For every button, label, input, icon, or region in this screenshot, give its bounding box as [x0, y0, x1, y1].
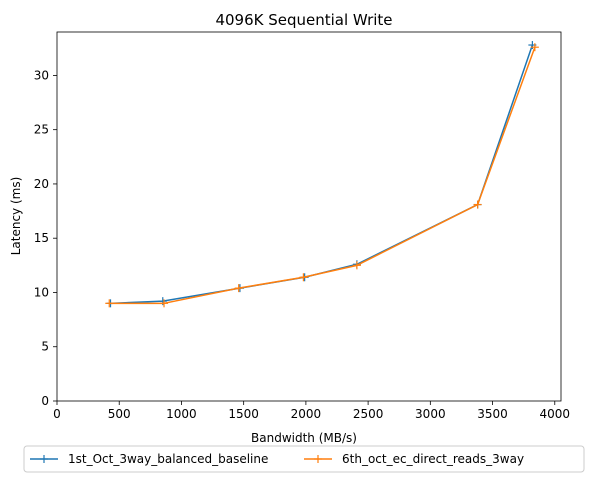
y-tick-label: 15: [34, 231, 49, 245]
y-tick-label: 30: [34, 68, 49, 82]
x-tick-label: 3500: [477, 407, 508, 421]
legend-item-1: 1st_Oct_3way_balanced_baseline: [30, 452, 268, 466]
y-tick-label: 20: [34, 177, 49, 191]
x-tick-label: 3000: [415, 407, 446, 421]
data-point: [105, 299, 114, 308]
legend-item-2: 6th_oct_ec_direct_reads_3way: [304, 452, 524, 466]
x-tick-label: 500: [108, 407, 131, 421]
chart-title: 4096K Sequential Write: [215, 11, 392, 29]
legend-label: 6th_oct_ec_direct_reads_3way: [342, 452, 524, 466]
data-point: [352, 261, 361, 270]
y-tick-label: 5: [41, 340, 49, 354]
x-tick-label: 0: [53, 407, 61, 421]
data-point: [160, 299, 169, 308]
data-point: [234, 284, 243, 293]
x-tick-label: 2000: [291, 407, 322, 421]
y-tick-label: 0: [41, 394, 49, 408]
data-point: [299, 273, 308, 282]
data-point: [530, 43, 539, 52]
x-tick-label: 4000: [540, 407, 571, 421]
x-tick-label: 1500: [228, 407, 259, 421]
y-tick-label: 25: [34, 123, 49, 137]
series-line: [109, 46, 536, 305]
series-2: [105, 43, 539, 308]
y-tick-label: 10: [34, 285, 49, 299]
x-tick-label: 1000: [166, 407, 197, 421]
legend: 1st_Oct_3way_balanced_baseline 6th_oct_ec…: [23, 445, 585, 473]
data-point: [473, 200, 482, 209]
plot-frame: [56, 31, 562, 402]
y-axis-label: Latency (ms): [9, 177, 23, 256]
series-1: [106, 41, 537, 308]
plot-area: 0 500 1000 1500 2000 2500 3000 3500 4000 0 5 10 15 20…: [34, 31, 571, 421]
legend-label: 1st_Oct_3way_balanced_baseline: [68, 452, 268, 466]
series-line: [110, 44, 534, 305]
x-tick-label: 2500: [353, 407, 384, 421]
x-axis-label: Bandwidth (MB/s): [251, 431, 357, 445]
